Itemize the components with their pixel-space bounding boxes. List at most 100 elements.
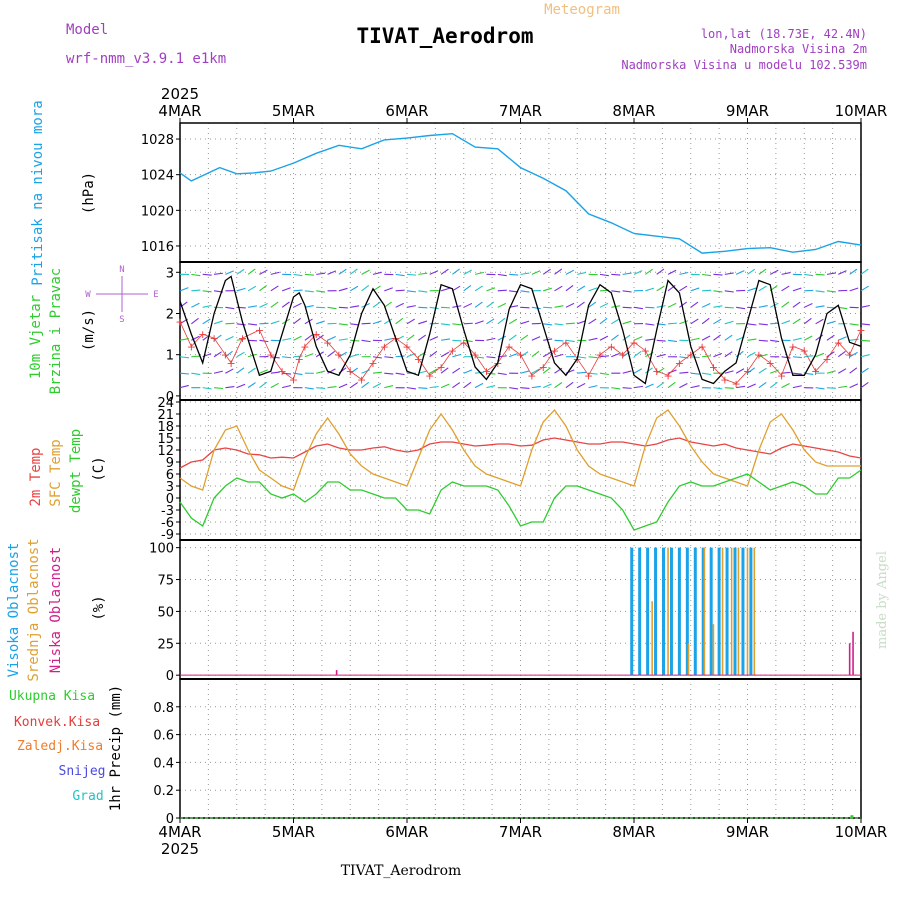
wind-arrow <box>531 368 540 374</box>
wind-arrow <box>645 268 654 275</box>
wind-arrow <box>406 318 415 325</box>
wind-arrow <box>724 272 734 275</box>
wind-arrow <box>588 337 598 341</box>
y-tick-label: 25 <box>157 637 174 652</box>
wind-arrow <box>213 370 223 374</box>
wind-arrow <box>656 339 666 342</box>
wind-arrow <box>486 301 495 308</box>
wind-arrow <box>588 318 597 325</box>
wind-arrow <box>202 304 212 308</box>
wind-arrow <box>804 273 814 277</box>
wind-arrow <box>270 382 279 389</box>
wind-arrow <box>463 269 472 275</box>
wind-arrow <box>327 350 336 358</box>
wind-arrow <box>622 334 631 341</box>
wind-arrow <box>440 338 451 341</box>
wind-arrow <box>406 273 417 276</box>
wind-arrow <box>202 318 211 325</box>
gust-marker: + <box>607 340 616 353</box>
wind-arrow <box>270 301 279 308</box>
wind-arrow <box>293 355 303 358</box>
wind-arrow <box>565 339 575 343</box>
wind-arrow <box>372 371 382 374</box>
wind-arrow <box>452 268 460 275</box>
wind-arrow <box>781 272 791 275</box>
wind-arrow <box>248 339 258 342</box>
wind-arrow <box>588 356 598 359</box>
wind-arrow <box>758 305 768 308</box>
wind-arrow <box>611 290 621 293</box>
wind-arrow <box>599 335 609 341</box>
wind-arrow <box>508 352 518 358</box>
wind-arrow <box>327 368 336 374</box>
compass-south: S <box>119 315 124 325</box>
wind-arrow <box>702 372 712 376</box>
compass-north: N <box>119 265 124 275</box>
x-tick-label-bottom: 5MAR <box>272 823 315 841</box>
wind-arrow <box>259 339 269 343</box>
wind-arrow <box>849 268 858 275</box>
y-tick-label: 1016 <box>141 240 174 255</box>
wind-arrow <box>633 306 643 310</box>
wind-arrow <box>463 339 473 343</box>
wind-arrow <box>304 334 313 341</box>
wind-arrow <box>225 368 234 374</box>
wind-arrow <box>338 338 348 341</box>
wind-arrow <box>611 352 620 358</box>
wind-arrow <box>270 371 280 374</box>
wind-arrow <box>350 305 360 308</box>
wind-arrow <box>542 268 551 275</box>
y-tick-label: 2 <box>166 307 174 322</box>
wind-arrow <box>724 290 734 293</box>
wind-speed-line <box>179 275 862 385</box>
wind-arrow <box>531 350 540 358</box>
wind-arrow <box>622 272 632 275</box>
y-tick-label: 21 <box>157 408 174 423</box>
wind-arrow <box>622 290 632 293</box>
wind-arrow <box>599 355 609 358</box>
wind-arrow <box>599 302 609 308</box>
compass-west: W <box>85 290 91 300</box>
wind-arrow <box>497 317 506 325</box>
wind-arrow <box>690 301 699 308</box>
wind-arrow <box>202 273 212 276</box>
wind-arrow <box>520 370 530 374</box>
wind-arrow <box>452 285 461 292</box>
wind-arrow <box>815 334 824 341</box>
wind-arrow <box>440 323 451 326</box>
wind-arrow <box>282 337 292 341</box>
wind-arrow <box>429 336 439 341</box>
wind-arrow <box>690 337 700 341</box>
y-tick-label: 0.8 <box>153 701 174 716</box>
wind-arrow <box>735 270 745 275</box>
wind-arrow <box>849 383 859 389</box>
wind-arrow <box>270 271 280 275</box>
y-tick-label: 0 <box>166 390 174 405</box>
wind-arrow <box>213 387 224 390</box>
wind-arrow <box>860 339 871 342</box>
precip-legend-item: Zaledj.Kisa <box>17 739 103 754</box>
precip-legend-item: Grad <box>72 789 103 804</box>
wind-arrow <box>849 287 859 292</box>
wind-arrow <box>418 320 428 325</box>
wind-arrow <box>440 367 449 374</box>
wind-arrow <box>213 272 224 275</box>
wind-arrow <box>191 317 199 325</box>
wind-arrow <box>656 268 665 275</box>
wind-arrow <box>281 287 291 292</box>
wind-arrow <box>747 268 756 275</box>
wind-arrow <box>736 306 746 310</box>
wind-arrow <box>259 284 267 292</box>
wind-arrow <box>576 382 586 389</box>
gust-marker: + <box>732 378 741 391</box>
wind-arrow <box>815 305 825 308</box>
gust-marker: + <box>436 361 445 374</box>
wind-arrow <box>554 339 564 342</box>
wind-arrow <box>338 323 348 326</box>
wind-arrow <box>781 285 790 292</box>
x-tick-label-top: 6MAR <box>385 102 428 120</box>
temp-unit: (C) <box>91 456 107 481</box>
wind-arrow <box>826 320 836 325</box>
y-tick-label: 75 <box>157 574 174 589</box>
wind-arrow <box>735 368 745 374</box>
